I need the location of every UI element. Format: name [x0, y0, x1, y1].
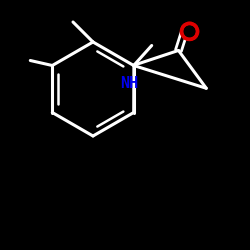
Circle shape [183, 25, 196, 38]
Text: NH: NH [120, 76, 138, 91]
